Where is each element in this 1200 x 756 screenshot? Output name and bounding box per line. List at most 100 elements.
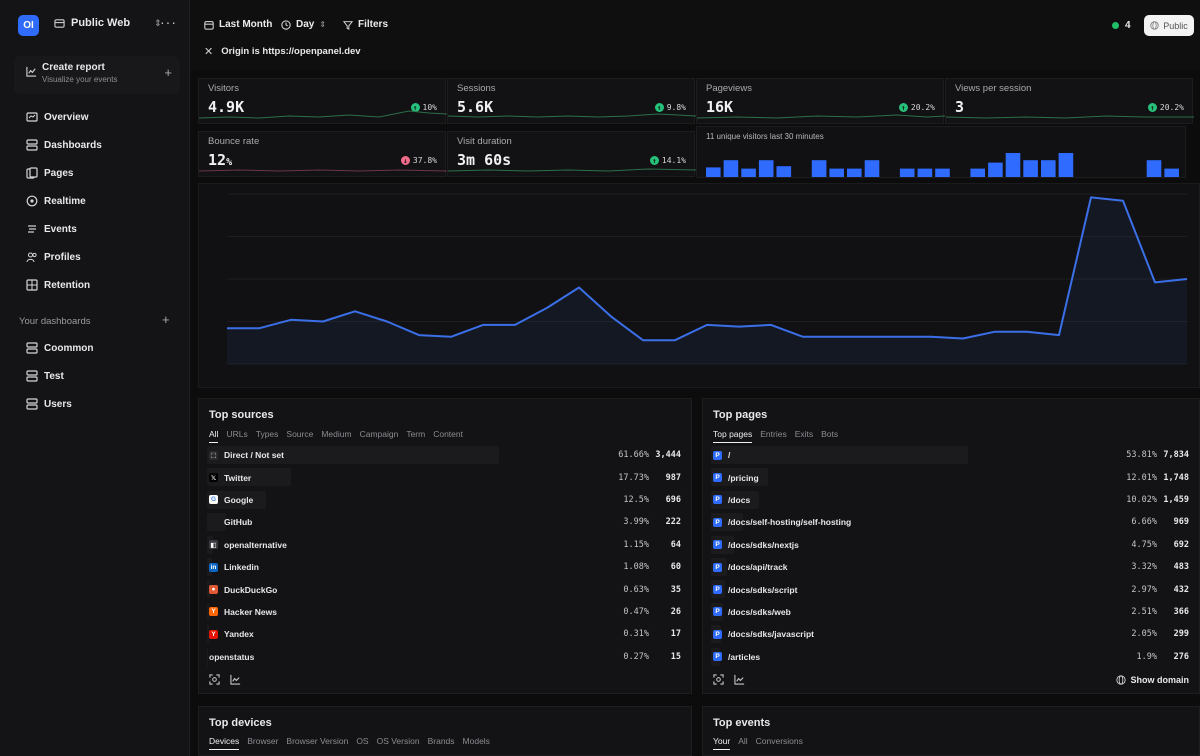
tab-types[interactable]: Types — [255, 429, 279, 439]
tab-urls[interactable]: URLs — [226, 429, 248, 439]
visitors-line-chart[interactable] — [198, 183, 1200, 388]
realtime-bar[interactable] — [1146, 160, 1162, 177]
realtime-bar[interactable] — [811, 160, 827, 177]
source-row[interactable]: Y Yandex 0.31% 17 — [199, 623, 691, 645]
sidebar-item-label: Test — [44, 370, 64, 382]
sidebar-item-realtime[interactable]: Realtime — [26, 195, 86, 207]
chart-line-icon[interactable] — [734, 674, 745, 685]
realtime-bar[interactable] — [829, 168, 844, 177]
tab-bots[interactable]: Bots — [821, 429, 839, 439]
tab-devices[interactable]: Devices — [209, 736, 240, 750]
realtime-bar[interactable] — [864, 160, 880, 177]
page-row[interactable]: P/docs/sdks/script 2.97% 432 — [703, 578, 1199, 600]
chart-line-icon[interactable] — [230, 674, 241, 685]
tab-medium[interactable]: Medium — [321, 429, 352, 439]
realtime-bar[interactable] — [970, 168, 985, 177]
tab-top-pages[interactable]: Top pages — [713, 429, 753, 443]
page-row[interactable]: P/docs/self-hosting/self-hosting 6.66% 969 — [703, 511, 1199, 533]
date-range-button[interactable]: Last Month — [204, 19, 272, 30]
scan-icon[interactable] — [713, 674, 724, 685]
page-row[interactable]: P/pricing 12.01% 1,748 — [703, 466, 1199, 488]
create-report-button[interactable]: Create report Visualize your events + — [14, 56, 180, 94]
source-row[interactable]: 𝕏 Twitter 17.73% 987 — [199, 466, 691, 488]
tab-source[interactable]: Source — [286, 429, 314, 439]
tab-browser-version[interactable]: Browser Version — [286, 736, 349, 746]
tab-os-version[interactable]: OS Version — [376, 736, 420, 746]
more-menu-icon[interactable]: ··· — [160, 14, 177, 30]
sidebar-item-dashboards[interactable]: Dashboards — [26, 139, 102, 151]
metric-visit-duration[interactable]: Visit duration 3m 60s ↑ 14.1% — [447, 131, 696, 177]
pages-icon — [26, 167, 38, 179]
series-line[interactable] — [227, 196, 1188, 342]
sidebar-item-retention[interactable]: Retention — [26, 279, 90, 291]
brand-logo[interactable]: OI — [18, 15, 39, 36]
tab-os[interactable]: OS — [356, 736, 369, 746]
source-row[interactable]: ◧ openalternative 1.15% 64 — [199, 534, 691, 556]
realtime-bar[interactable] — [741, 168, 756, 177]
page-row[interactable]: P/docs 10.02% 1,459 — [703, 489, 1199, 511]
metric-pageviews[interactable]: Pageviews 16K ↑ 20.2% — [696, 78, 945, 124]
sidebar-item-profiles[interactable]: Profiles — [26, 251, 81, 263]
page-row[interactable]: P/docs/sdks/web 2.51% 366 — [703, 601, 1199, 623]
tab-exits[interactable]: Exits — [794, 429, 814, 439]
realtime-bar[interactable] — [847, 168, 862, 177]
sidebar-dashboard-test[interactable]: Test — [26, 370, 64, 382]
source-row[interactable]: GitHub 3.99% 222 — [199, 511, 691, 533]
realtime-bar[interactable] — [917, 168, 933, 177]
public-button[interactable]: Public — [1144, 15, 1194, 36]
sidebar-dashboard-coommon[interactable]: Coommon — [26, 342, 93, 354]
metric-views-per-session[interactable]: Views per session 3 ↑ 20.2% — [945, 78, 1194, 124]
tab-all[interactable]: All — [209, 429, 219, 443]
origin-filter-chip[interactable]: ✕ Origin is https://openpanel.dev — [204, 45, 361, 58]
sidebar-item-pages[interactable]: Pages — [26, 167, 73, 179]
sidebar-item-overview[interactable]: Overview — [26, 111, 88, 123]
realtime-bar[interactable] — [1058, 153, 1074, 177]
realtime-bar[interactable] — [776, 166, 792, 177]
source-row[interactable]: ● DuckDuckGo 0.63% 35 — [199, 578, 691, 600]
show-domain-toggle[interactable]: Show domain — [1115, 675, 1189, 685]
source-row[interactable]: G Google 12.5% 696 — [199, 489, 691, 511]
realtime-bar[interactable] — [1041, 160, 1056, 177]
source-percent: 0.27% — [623, 651, 649, 662]
page-row[interactable]: P/docs/sdks/nextjs 4.75% 692 — [703, 534, 1199, 556]
tab-models[interactable]: Models — [462, 736, 490, 746]
page-row[interactable]: P/docs/api/track 3.32% 483 — [703, 556, 1199, 578]
filters-button[interactable]: Filters — [343, 19, 388, 30]
tab-content[interactable]: Content — [433, 429, 463, 439]
tab-campaign[interactable]: Campaign — [359, 429, 399, 439]
source-row[interactable]: in Linkedin 1.08% 60 — [199, 556, 691, 578]
tab-all[interactable]: All — [738, 736, 748, 746]
sidebar-item-events[interactable]: Events — [26, 223, 77, 235]
realtime-bar[interactable] — [706, 167, 721, 177]
sidebar-dashboard-users[interactable]: Users — [26, 398, 72, 410]
source-row[interactable]: openstatus 0.27% 15 — [199, 646, 691, 668]
page-row[interactable]: P / 53.81% 7,834 — [703, 444, 1199, 466]
realtime-bar[interactable] — [1005, 153, 1021, 177]
source-row[interactable]: ⬚ Direct / Not set 61.66% 3,444 — [199, 444, 691, 466]
scan-icon[interactable] — [209, 674, 220, 685]
realtime-bar[interactable] — [988, 162, 1003, 177]
tab-your[interactable]: Your — [713, 736, 731, 750]
metric-bounce-rate[interactable]: Bounce rate 12% ↓ 37.8% — [198, 131, 447, 177]
add-dashboard-icon[interactable]: + — [162, 312, 170, 327]
tab-conversions[interactable]: Conversions — [755, 736, 803, 746]
source-row[interactable]: Y Hacker News 0.47% 26 — [199, 601, 691, 623]
realtime-bar[interactable] — [899, 168, 915, 177]
page-row[interactable]: P/articles 1.9% 276 — [703, 646, 1199, 668]
realtime-bar[interactable] — [1164, 168, 1179, 177]
interval-select[interactable]: Day ⇕ — [281, 19, 326, 30]
realtime-bar[interactable] — [935, 168, 950, 177]
page-percent: 2.05% — [1131, 629, 1157, 640]
tab-term[interactable]: Term — [406, 429, 426, 439]
realtime-bar[interactable] — [758, 160, 774, 177]
tab-entries[interactable]: Entries — [760, 429, 787, 439]
tab-browser[interactable]: Browser — [247, 736, 279, 746]
realtime-bar[interactable] — [723, 160, 739, 177]
realtime-bar[interactable] — [1023, 160, 1038, 177]
page-row[interactable]: P/docs/sdks/javascript 2.05% 299 — [703, 623, 1199, 645]
project-switcher[interactable]: Public Web ⇕ — [54, 17, 162, 29]
metric-sessions[interactable]: Sessions 5.6K ↑ 9.8% — [447, 78, 696, 124]
tab-brands[interactable]: Brands — [427, 736, 455, 746]
close-icon[interactable]: ✕ — [204, 46, 214, 58]
metric-visitors[interactable]: Visitors 4.9K ↑ 10% — [198, 78, 447, 124]
